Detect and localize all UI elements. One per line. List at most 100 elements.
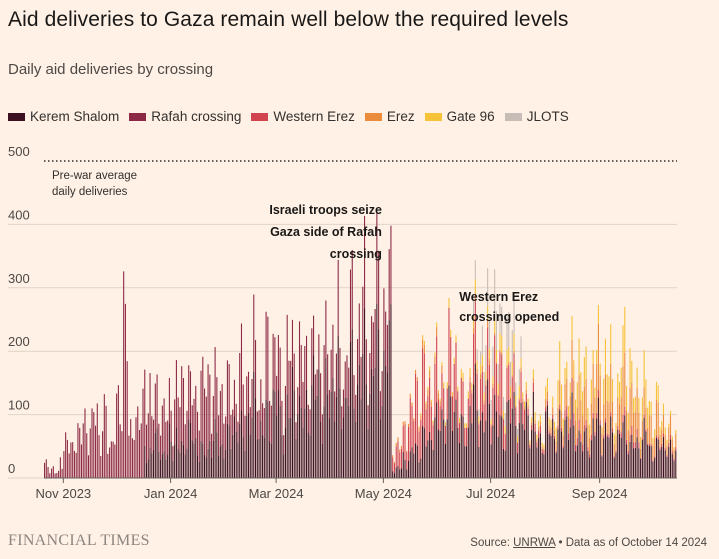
bar-segment [262,434,264,478]
bar-segment [661,421,663,430]
bar-segment [332,324,334,378]
bar-segment [344,361,346,398]
bar-segment [247,371,250,413]
bar-segment [96,403,98,478]
bar-segment [585,420,587,428]
bar-segment [56,473,58,478]
bar-segment [156,374,158,429]
bar-segment [640,448,642,458]
bar-segment [648,445,650,478]
bar-segment [546,391,548,401]
bar-segment [87,455,90,478]
legend-item-gate-96: Gate 96 [424,109,495,124]
bar-segment [627,454,629,478]
bar-segment [636,437,638,478]
bar-segment [604,338,606,375]
bar-segment [515,425,517,478]
bar-segment [228,364,230,426]
bar-segment [112,441,114,478]
bar-segment [406,452,408,470]
bar-segment [378,329,380,478]
bar-segment [330,349,332,392]
x-tick-label: May 2024 [355,486,412,501]
bar-segment [305,389,308,478]
bar-segment [279,406,281,478]
bar-segment [323,345,325,407]
bar-segment [188,419,190,478]
bar-segment [633,442,635,449]
bar-segment [490,399,492,420]
bar-segment [390,225,392,305]
bar-segment [515,382,517,396]
bar-segment [378,250,380,330]
bar-segment [253,371,255,478]
bar-segment [425,446,427,478]
bar-segment [545,386,547,399]
bar-segment [267,401,269,478]
bar-segment [237,421,239,443]
bar-segment [553,430,556,436]
bar-segment [589,457,591,478]
bar-segment [552,418,554,478]
bar-segment [369,393,371,478]
bar-segment [432,449,434,478]
bar-segment [481,355,483,366]
bar-segment [251,417,253,478]
bar-segment [437,393,439,400]
bar-segment [518,400,520,423]
bar-segment [175,427,177,478]
bar-segment [615,422,617,436]
bar-segment [211,457,213,478]
bar-segment [534,419,536,424]
bar-segment [585,427,587,478]
bar-segment [582,444,584,452]
bar-segment [334,391,336,422]
bar-segment [216,432,218,478]
bar-segment [267,316,269,402]
bar-segment [601,427,603,434]
bar-segment [580,433,582,442]
bar-segment [555,450,557,453]
bar-segment [608,437,610,478]
bar-segment [543,450,545,455]
bar-segment [516,428,519,437]
bar-segment [481,325,483,356]
bar-segment [659,427,661,435]
bar-segment [589,454,591,458]
bar-segment [504,434,506,451]
bar-segment [161,405,163,454]
bar-segment [342,417,345,478]
bar-segment [277,334,279,390]
bar-segment [516,442,519,454]
bar-segment [485,380,487,386]
bar-segment [575,420,577,446]
bar-segment [522,424,524,478]
bar-segment [335,396,337,478]
source-link[interactable]: UNRWA [513,537,556,549]
bar-segment [485,345,487,371]
bar-segment [262,403,264,435]
bar-segment [675,430,677,434]
bar-segment [450,329,452,338]
bar-segment [559,341,561,381]
bar-segment [123,271,125,478]
bar-segment [269,400,271,442]
bar-segment [277,389,279,478]
bar-segment [364,308,366,478]
bar-segment [497,395,499,437]
bar-segment [392,457,394,472]
bar-segment [474,279,476,294]
bar-segment [629,387,631,435]
bar-segment [643,350,645,388]
legend-swatch [129,112,147,121]
bar-segment [385,311,387,366]
bar-segment [189,371,192,423]
bar-segment [49,473,51,478]
bar-segment [590,434,592,441]
bar-segment [566,361,568,379]
bar-segment [466,423,468,428]
bar-segment [532,369,534,379]
bar-segment [539,433,541,478]
bar-segment [402,452,404,478]
bar-segment [650,446,652,478]
